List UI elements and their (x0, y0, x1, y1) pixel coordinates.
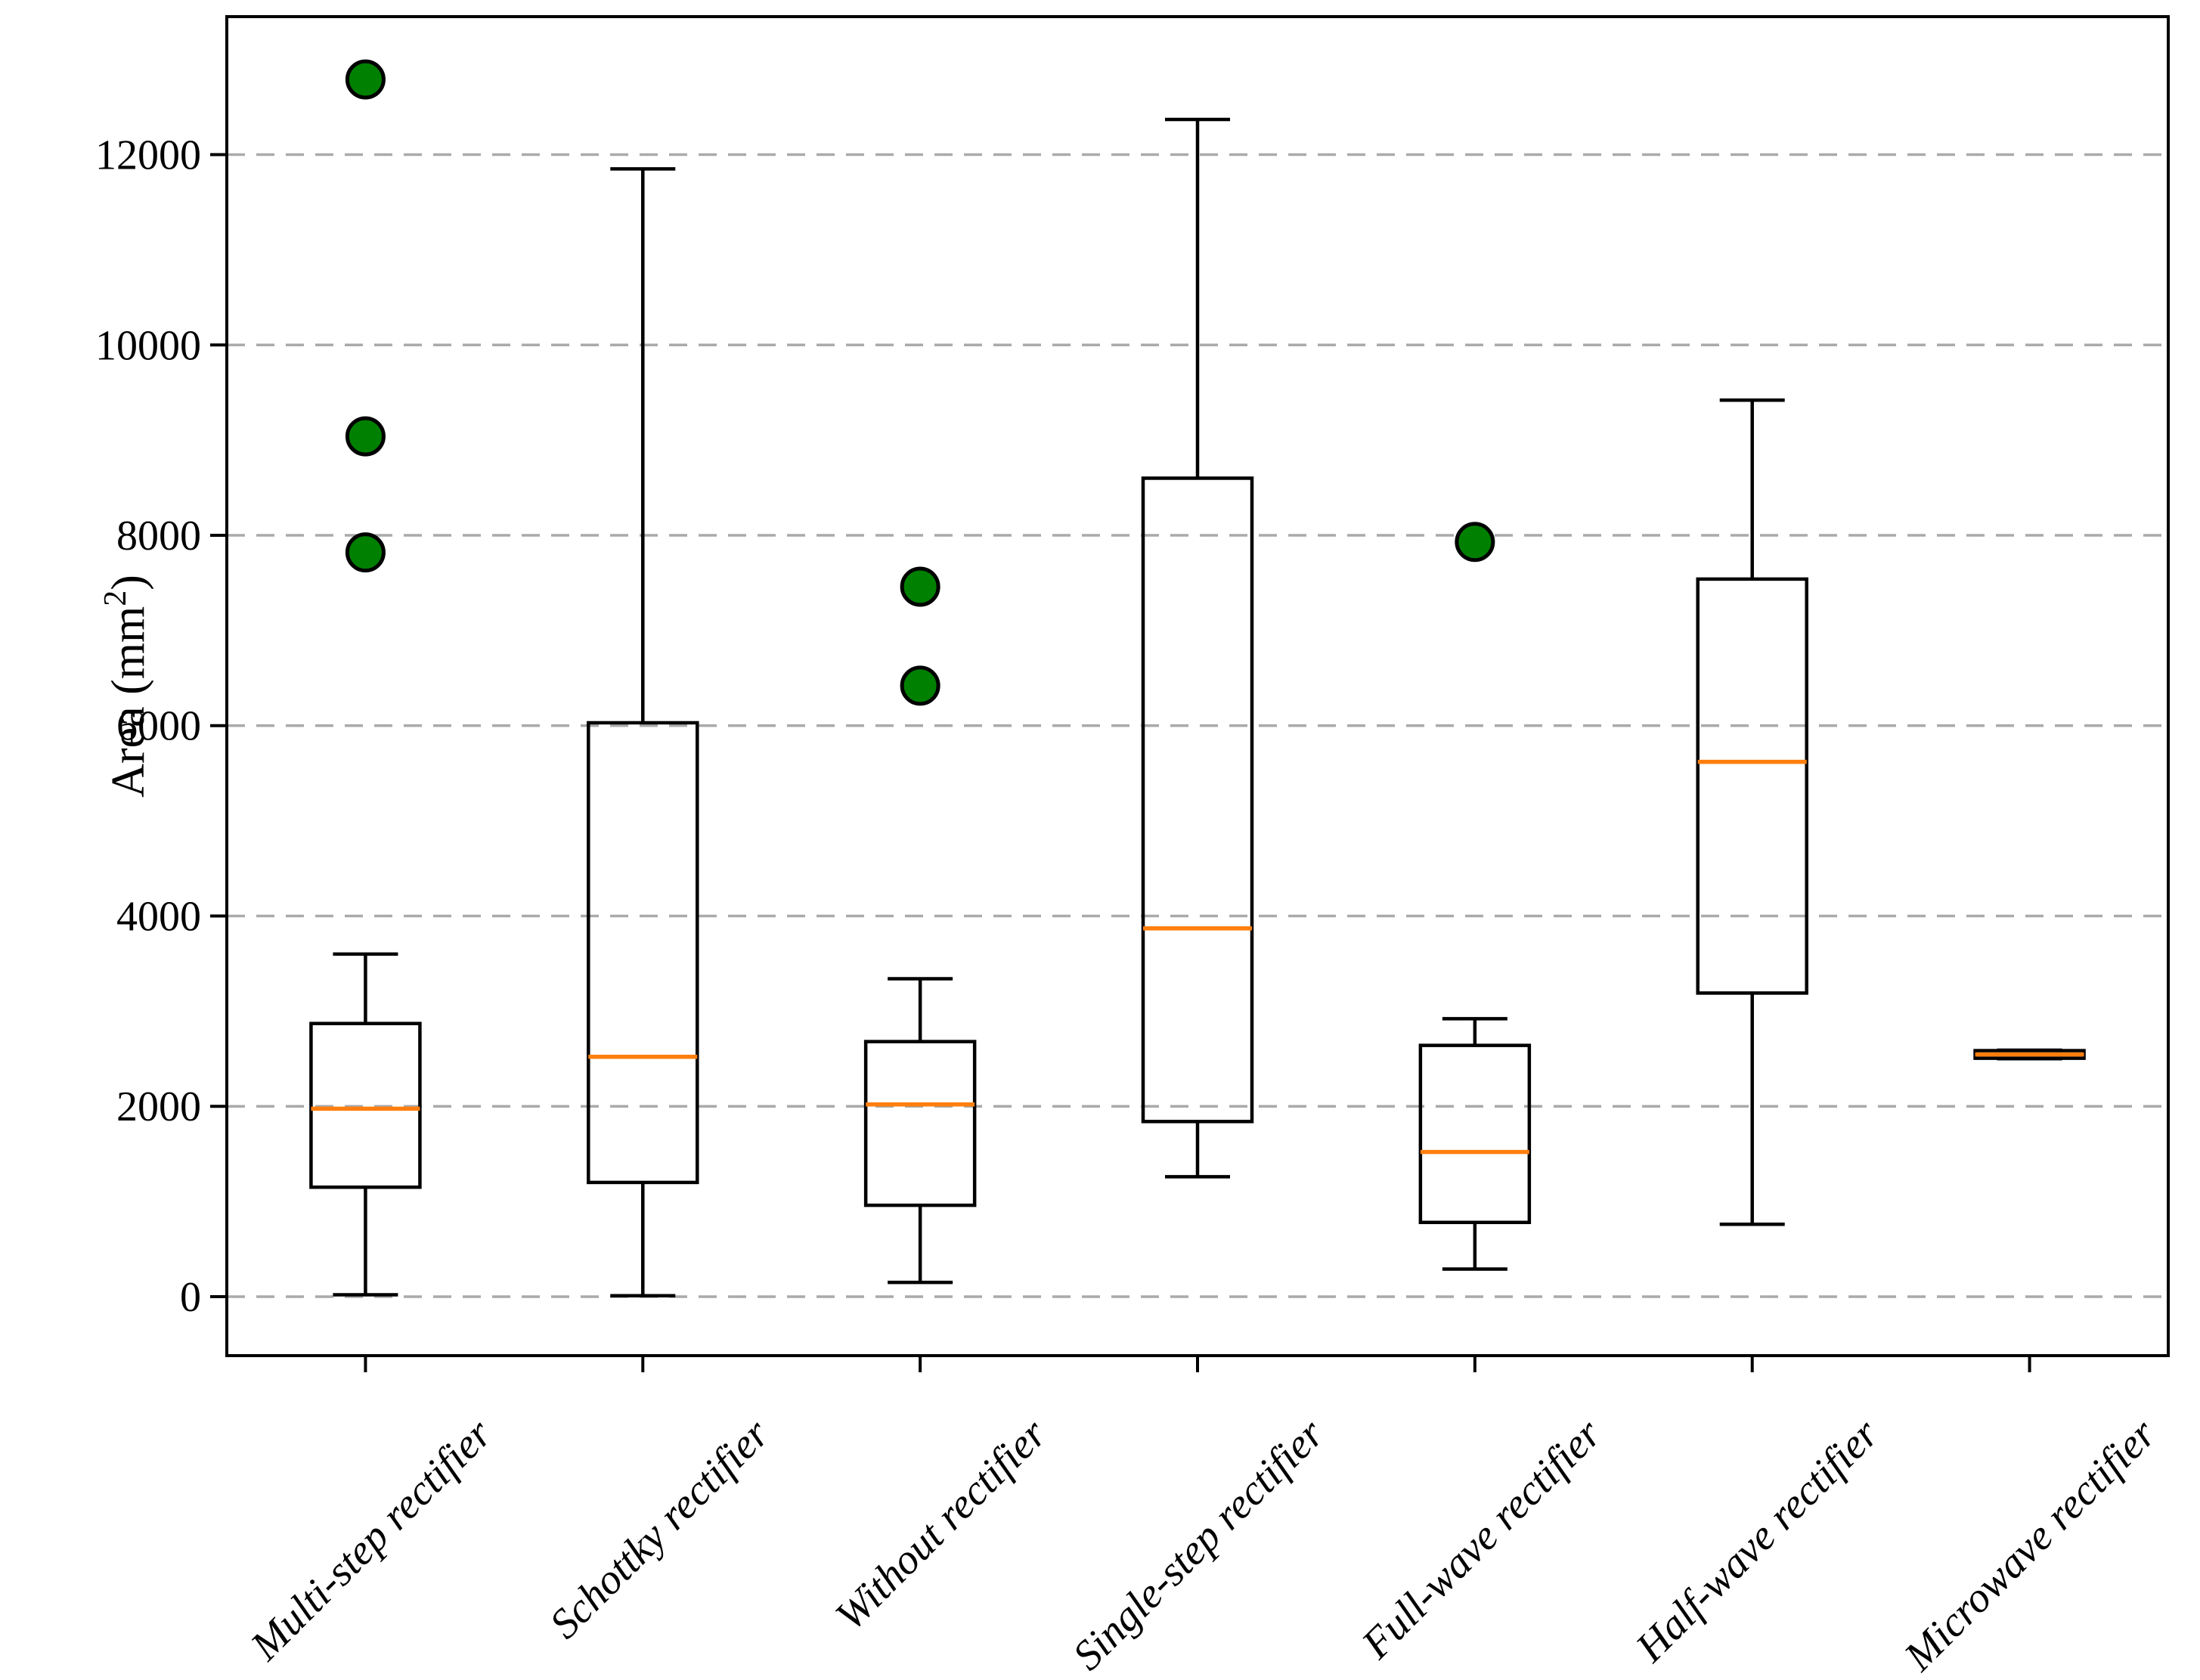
y-axis-label: Area (mm2) (98, 575, 154, 798)
box-schottky-rectifier (587, 721, 699, 1185)
y-tick-label: 6000 (116, 703, 201, 750)
y-tick-label: 12000 (95, 132, 201, 179)
box-without-rectifier (863, 1040, 977, 1207)
box-half-wave-rectifier (1696, 577, 1808, 995)
plot-frame (225, 15, 2170, 1357)
y-tick-label: 0 (180, 1274, 201, 1321)
y-tick-label: 2000 (116, 1083, 201, 1130)
outlier-point-multi-step-rectifier (345, 416, 386, 457)
y-tick-label: 8000 (116, 513, 201, 559)
outlier-point-without-rectifier (900, 665, 940, 706)
box-multi-step-rectifier (309, 1021, 422, 1189)
outlier-point-without-rectifier (900, 566, 940, 607)
y-tick-label: 4000 (116, 893, 201, 940)
y-tick-label: 10000 (95, 322, 201, 369)
box-full-wave-rectifier (1418, 1043, 1532, 1225)
box-single-step-rectifier (1141, 476, 1254, 1124)
outlier-point-multi-step-rectifier (345, 59, 386, 100)
outlier-point-multi-step-rectifier (345, 532, 386, 573)
outlier-point-full-wave-rectifier (1455, 522, 1495, 563)
